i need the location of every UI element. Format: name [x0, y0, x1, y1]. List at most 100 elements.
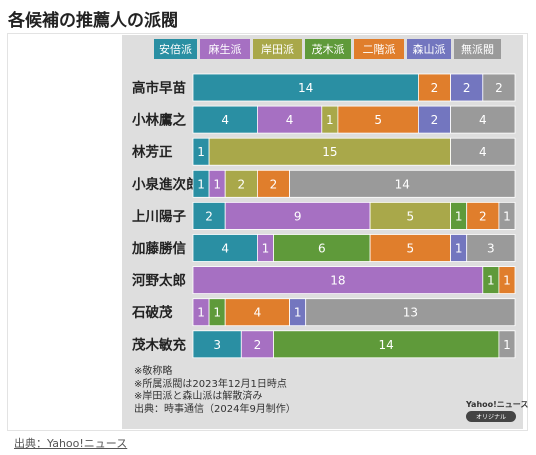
bar-value-label: 1	[262, 242, 270, 256]
legend-item-2: 麻生派	[200, 39, 250, 59]
bar-value-label: 9	[294, 209, 302, 223]
bar-value-label: 2	[254, 338, 262, 352]
bar-value-label: 4	[286, 113, 294, 127]
source-link[interactable]: 出典：Yahoo!ニュース	[14, 437, 128, 450]
category-label: 高市早苗	[132, 80, 186, 97]
legend-item-3: 岸田派	[253, 39, 302, 59]
bar-value-label: 2	[205, 209, 213, 223]
legend-swatch	[305, 39, 351, 59]
brand-name: Yahoo!ニュース	[466, 400, 529, 409]
bar-value-label: 14	[379, 338, 394, 352]
legend-swatch	[407, 39, 451, 59]
bar-segment-2-7	[450, 105, 516, 134]
bar-value-label: 1	[503, 274, 511, 288]
bar-segment-2-5	[337, 105, 419, 134]
bar-segment-5-3	[369, 201, 452, 230]
legend-label: 二階派	[363, 42, 396, 56]
legend-swatch	[154, 39, 197, 59]
bar-value-label: 6	[318, 242, 326, 256]
legend-label: 森山派	[413, 42, 446, 56]
bar-segment-6-7	[466, 234, 516, 262]
bar-segment-5-5	[466, 201, 500, 230]
bar-value-label: 1	[213, 177, 221, 191]
bar-value-label: 3	[213, 338, 221, 352]
bar-value-label: 1	[197, 306, 205, 320]
bar-value-label: 5	[407, 209, 415, 223]
category-label: 小林鷹之	[132, 112, 186, 129]
bar-segment-7-2	[192, 266, 484, 295]
category-label: 茂木敏充	[132, 336, 186, 353]
bar-value-label: 2	[237, 177, 245, 191]
bar-segment-3-3	[208, 137, 452, 166]
legend-label: 安倍派	[159, 42, 192, 56]
category-label: 上川陽子	[132, 209, 186, 225]
bar-value-label: 2	[479, 209, 487, 223]
page-heading: 各候補の推薦人の派閥	[8, 11, 178, 31]
bar-value-label: 5	[374, 113, 382, 127]
legend-swatch	[454, 39, 501, 59]
bar-segment-7-5	[498, 266, 516, 295]
bar-segment-1-1	[192, 73, 419, 102]
bar-value-label: 1	[503, 209, 511, 223]
bar-value-label: 4	[221, 242, 229, 256]
bar-value-label: 4	[254, 306, 262, 320]
legend-item-5: 二階派	[354, 39, 404, 59]
bar-segment-9-7	[498, 330, 516, 359]
bar-segment-8-7	[305, 298, 516, 327]
note-faction-date: ※所属派閥は2023年12月1日時点	[134, 378, 287, 390]
bar-segment-6-4	[273, 234, 371, 262]
bar-value-label: 3	[487, 242, 495, 256]
bar-value-label: 1	[197, 145, 205, 159]
bar-value-label: 4	[479, 113, 487, 127]
category-label: 石破茂	[131, 304, 173, 321]
bar-segment-9-2	[240, 330, 274, 359]
note-honorifics: ※敬称略	[134, 366, 173, 377]
brand-tag: オリジナル	[466, 411, 516, 422]
bar-segment-6-5	[369, 234, 452, 262]
bar-value-label: 4	[221, 113, 229, 127]
bar-segment-2-6	[417, 105, 451, 134]
bar-segment-8-5	[224, 298, 290, 327]
bar-value-label: 15	[322, 145, 337, 159]
bar-value-label: 1	[197, 177, 205, 191]
bar-segment-4-7	[289, 169, 516, 198]
category-label: 林芳正	[132, 144, 173, 161]
note-dissolved: ※岸田派と森山派は解散済み	[134, 391, 263, 402]
category-label: 加藤勝信	[131, 240, 186, 257]
chart-notes: ※敬称略 ※所属派閥は2023年12月1日時点 ※岸田派と森山派は解散済み 出典…	[134, 366, 296, 416]
bar-value-label: 1	[294, 306, 302, 320]
bar-value-label: 1	[455, 242, 463, 256]
bar-value-label: 14	[298, 81, 313, 95]
bar-value-label: 1	[503, 338, 511, 352]
bar-value-label: 1	[487, 274, 495, 288]
bar-value-label: 18	[330, 274, 345, 288]
bar-value-label: 1	[326, 113, 334, 127]
legend-item-4: 茂木派	[305, 39, 351, 59]
bar-value-label: 2	[431, 113, 439, 127]
bar-segment-2-2	[256, 105, 323, 134]
bar-segment-1-6	[450, 73, 484, 102]
bar-segment-9-4	[273, 330, 500, 359]
bar-segment-3-7	[450, 137, 516, 166]
category-label: 河野太郎	[132, 272, 186, 289]
legend-swatch	[253, 39, 302, 59]
bar-value-label: 2	[431, 81, 439, 95]
legend-label: 茂木派	[312, 42, 345, 56]
category-label: 小泉進次郎	[132, 176, 200, 193]
legend-swatch	[354, 39, 404, 59]
bar-segment-4-5	[256, 169, 290, 198]
bar-value-label: 13	[403, 306, 418, 320]
bar-value-label: 2	[495, 81, 503, 95]
bar-value-label: 2	[463, 81, 471, 95]
bar-segment-2-1	[192, 105, 258, 134]
legend-item-1: 安倍派	[154, 39, 197, 59]
bar-segment-4-3	[224, 169, 258, 198]
legend-swatch	[200, 39, 250, 59]
bar-value-label: 5	[407, 242, 415, 256]
brand-logo: Yahoo!ニュース オリジナル	[466, 399, 529, 422]
bar-value-label: 1	[455, 209, 463, 223]
legend-item-7: 無派閥	[454, 39, 501, 59]
bar-segment-1-7	[482, 73, 516, 102]
bar-segment-1-5	[417, 73, 451, 102]
